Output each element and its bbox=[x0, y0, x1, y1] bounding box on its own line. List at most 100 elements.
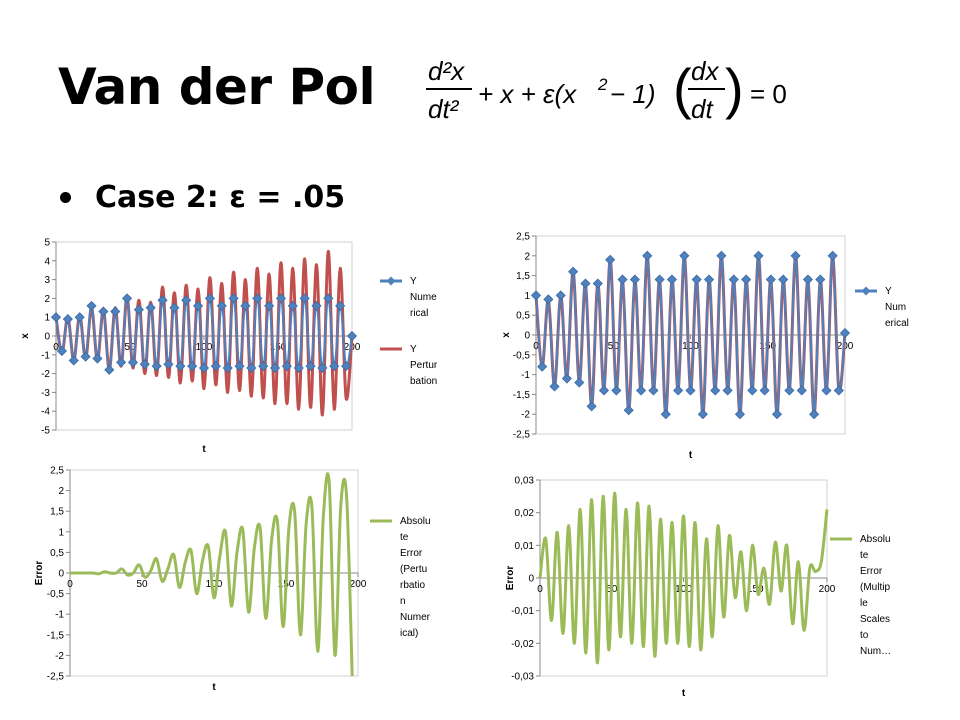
y-tick-label: -2,5 bbox=[513, 430, 531, 441]
x-tick-label: 200 bbox=[819, 584, 836, 595]
legend-label-line: Absolu bbox=[860, 534, 891, 545]
data-point-marker bbox=[116, 357, 127, 368]
data-point-marker bbox=[169, 302, 180, 313]
series-line-1 bbox=[70, 472, 354, 677]
equation-d2x: d²x bbox=[428, 56, 465, 86]
y-tick-label: 2,5 bbox=[50, 466, 64, 477]
equation-minus-one: − 1) bbox=[610, 79, 656, 109]
y-tick-label: -0,02 bbox=[511, 639, 534, 650]
data-point-marker bbox=[133, 304, 144, 315]
y-tick-label: -1 bbox=[521, 370, 530, 381]
x-tick-label: 150 bbox=[747, 584, 764, 595]
data-point-marker bbox=[666, 274, 678, 285]
data-point-marker bbox=[592, 278, 603, 289]
y-tick-label: 0 bbox=[44, 332, 50, 343]
legend-label-line: erical bbox=[885, 318, 909, 329]
data-point-marker bbox=[68, 355, 79, 366]
y-tick-label: 2,5 bbox=[516, 232, 530, 243]
x-axis-title: t bbox=[202, 444, 206, 455]
data-point-marker bbox=[281, 361, 292, 372]
equation-dt2: dt² bbox=[428, 94, 460, 124]
data-point-marker bbox=[648, 385, 659, 396]
x-axis-title: t bbox=[212, 682, 216, 693]
legend-label-line: (Pertu bbox=[400, 564, 427, 575]
legend-label-line: te bbox=[860, 550, 869, 561]
data-point-marker bbox=[598, 385, 610, 396]
data-point-marker bbox=[335, 300, 346, 311]
data-point-marker bbox=[703, 274, 715, 285]
y-tick-label: 2 bbox=[44, 294, 50, 305]
data-point-marker bbox=[753, 250, 764, 261]
data-point-marker bbox=[98, 306, 109, 317]
data-point-marker bbox=[617, 274, 628, 285]
legend-label-line: Y bbox=[410, 276, 417, 287]
data-point-marker bbox=[580, 278, 591, 289]
data-point-marker bbox=[778, 274, 789, 285]
data-point-marker bbox=[802, 274, 813, 285]
legend-diamond-icon bbox=[861, 286, 871, 296]
legend-label-line: Numer bbox=[400, 612, 431, 623]
x-tick-label: 0 bbox=[53, 342, 59, 353]
data-point-marker bbox=[187, 361, 198, 372]
data-point-marker bbox=[574, 377, 585, 388]
equation-left-paren: ( bbox=[673, 57, 692, 120]
data-point-marker bbox=[293, 362, 304, 374]
data-point-marker bbox=[127, 357, 139, 368]
y-tick-label: -2 bbox=[521, 410, 530, 421]
x-axis-title: t bbox=[689, 450, 693, 461]
data-point-marker bbox=[629, 274, 640, 285]
equation-dx: dx bbox=[691, 56, 719, 86]
y-tick-label: -1,5 bbox=[47, 630, 65, 641]
data-point-marker bbox=[275, 293, 287, 304]
data-point-marker bbox=[549, 381, 560, 392]
chart-bottom-left: 2,521,510,50-0,5-1-1,5-2-2,50 50 100 150 200… bbox=[34, 466, 431, 694]
equation-rhs: = 0 bbox=[750, 79, 787, 109]
y-axis-title: x bbox=[20, 333, 31, 339]
data-point-marker bbox=[311, 300, 322, 311]
series-line-1 bbox=[535, 254, 846, 416]
data-point-marker bbox=[691, 274, 702, 285]
data-point-marker bbox=[611, 385, 622, 396]
legend-label-line: rical bbox=[410, 308, 428, 319]
legend-label-line: ical) bbox=[400, 628, 418, 639]
y-axis-title: Error bbox=[505, 566, 516, 591]
data-point-marker bbox=[323, 293, 334, 304]
y-tick-label: -0,5 bbox=[513, 350, 531, 361]
y-tick-label: -1 bbox=[55, 610, 64, 621]
x-tick-label: 0 bbox=[533, 341, 539, 352]
data-point-marker bbox=[796, 385, 807, 396]
legend-label-line: Num… bbox=[860, 646, 891, 657]
y-tick-label: -0,03 bbox=[511, 672, 534, 683]
legend-label-line: Pertur bbox=[410, 360, 438, 371]
data-point-marker bbox=[139, 359, 150, 370]
y-tick-label: -3 bbox=[41, 388, 50, 399]
legend-label-line: (Multip bbox=[860, 582, 890, 593]
data-point-marker bbox=[710, 385, 721, 396]
data-point-marker bbox=[145, 302, 156, 313]
bullet-text: Case 2: ε = .05 bbox=[95, 180, 346, 215]
data-point-marker bbox=[317, 362, 328, 374]
data-point-marker bbox=[346, 330, 358, 342]
data-point-marker bbox=[815, 274, 826, 285]
chart-bottom-right: 0,030,020,010-0,01-0,02-0,030 50 100 150 200… bbox=[505, 476, 891, 700]
data-point-marker bbox=[543, 294, 554, 305]
legend-label-line: Absolu bbox=[400, 516, 431, 527]
data-point-marker bbox=[234, 361, 245, 372]
data-point-marker bbox=[685, 385, 696, 396]
x-tick-label: 100 bbox=[675, 584, 692, 595]
x-axis-title: t bbox=[682, 688, 686, 699]
y-tick-label: -2 bbox=[55, 651, 64, 662]
data-point-marker bbox=[568, 266, 579, 277]
data-point-marker bbox=[722, 385, 733, 396]
data-point-marker bbox=[240, 300, 251, 311]
data-point-marker bbox=[258, 361, 269, 372]
y-tick-label: 0 bbox=[528, 574, 534, 585]
data-point-marker bbox=[716, 250, 727, 261]
y-tick-label: 2 bbox=[524, 251, 530, 262]
y-tick-label: 1,5 bbox=[50, 507, 64, 518]
legend-label-line: Error bbox=[860, 566, 883, 577]
data-point-marker bbox=[163, 359, 174, 370]
data-point-marker bbox=[80, 351, 91, 362]
x-tick-label: 100 bbox=[682, 341, 699, 352]
